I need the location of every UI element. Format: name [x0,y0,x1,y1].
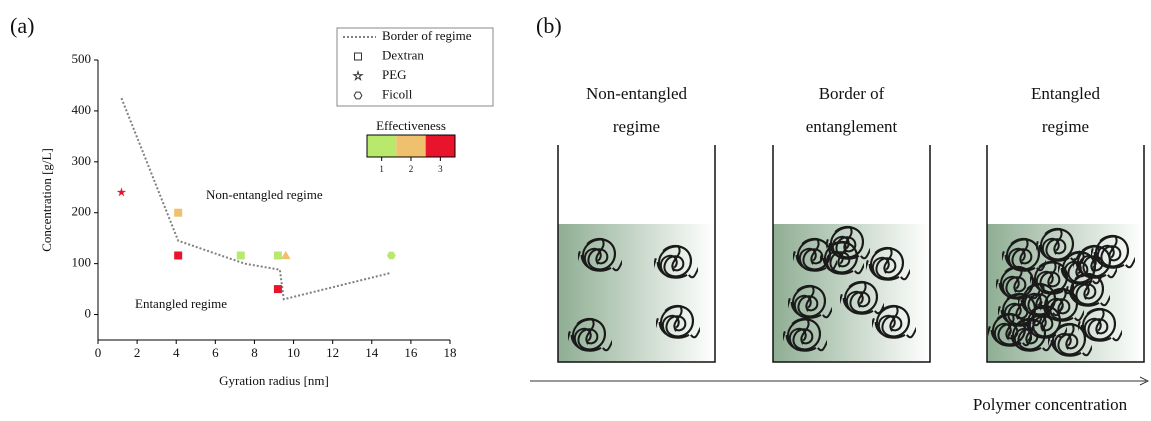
x-tick-label: 16 [404,345,418,360]
beaker-label: Non-entangled [586,84,688,103]
legend-label: Ficoll [382,86,413,101]
x-tick-label: 2 [134,345,141,360]
marker [354,52,362,61]
colorbar-tick-label: 3 [438,164,443,174]
diagram: Polymer concentration Non-entangled regim… [530,84,1150,414]
beaker-label: entanglement [806,117,898,136]
x-tick-label: 6 [212,345,219,360]
legend-label: Border of regime [382,28,472,43]
y-tick-label: 500 [72,51,92,66]
marker [116,187,127,197]
y-tick-label: 200 [72,204,92,219]
legend-label: PEG [382,67,407,82]
beaker-label: regime [613,117,660,136]
x-tick-label: 10 [287,345,300,360]
colorbar-cell [367,135,397,157]
colorbar-tick-label: 1 [379,164,384,174]
x-tick-label: 18 [444,345,457,360]
beaker [557,145,716,363]
marker [353,91,363,100]
colorbar-tick-label: 2 [409,164,414,174]
y-tick-label: 400 [72,102,92,117]
marker [174,208,183,217]
y-tick-label: 100 [72,255,92,270]
y-axis-label: Concentration [g/L] [39,148,54,252]
beaker-label: Border of [819,84,885,103]
x-tick-label: 12 [326,345,339,360]
marker [174,251,183,260]
y-tick-label: 0 [85,306,92,321]
marker [352,69,364,81]
axis-label: Polymer concentration [973,395,1128,414]
marker [386,251,396,260]
x-tick-label: 8 [251,345,258,360]
marker [236,251,245,260]
x-axis-label: Gyration radius [nm] [219,373,329,388]
x-tick-label: 0 [95,345,102,360]
marker [273,251,282,260]
x-tick-label: 4 [173,345,180,360]
colorbar-title: Effectiveness [376,118,446,133]
y-tick-label: 300 [72,153,92,168]
panel-label: (b) [536,13,562,38]
beaker [772,145,931,363]
beaker [986,145,1145,363]
beaker-label: regime [1042,117,1089,136]
marker [273,285,282,294]
legend-box [336,27,494,107]
legend-label: Dextran [382,47,424,62]
arrow-head [1139,376,1150,386]
marker [280,250,291,260]
border-line [120,97,392,301]
colorbar-cell [425,135,455,157]
colorbar-cell [396,135,426,157]
beaker-label: Entangled [1031,84,1100,103]
x-tick-label: 14 [365,345,379,360]
liquid [558,224,715,362]
annotation: Non-entangled regime [206,187,323,202]
panel-label: (a) [10,13,34,38]
annotation: Entangled regime [135,296,227,311]
